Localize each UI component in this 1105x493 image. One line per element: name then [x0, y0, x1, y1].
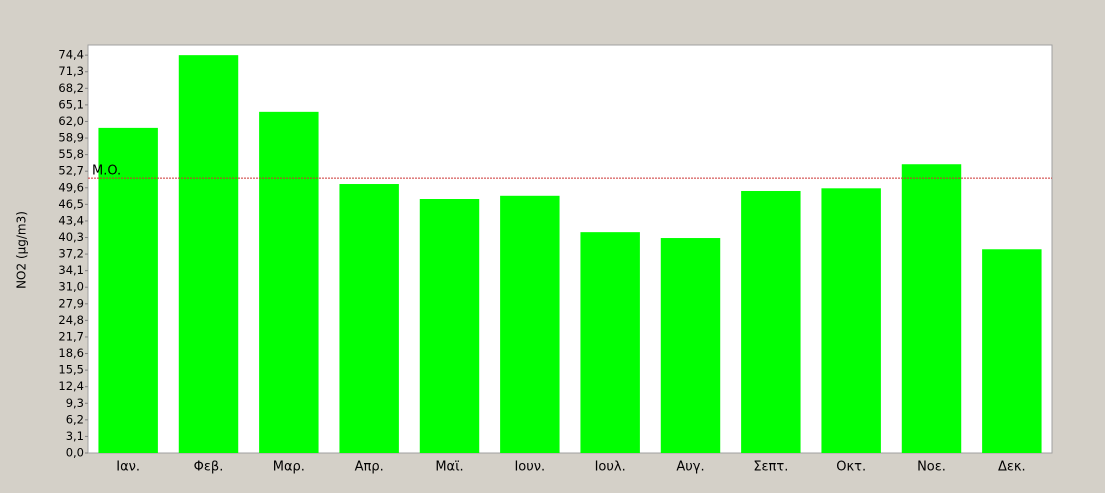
- x-tick-label: Αυγ.: [676, 460, 704, 475]
- x-tick-label: Μαϊ.: [435, 460, 463, 475]
- y-tick-label: 21,7: [58, 329, 84, 343]
- reference-label: M.O.: [92, 164, 121, 179]
- bar: [982, 249, 1042, 453]
- y-tick-label: 49,6: [58, 180, 84, 194]
- y-tick-label: 46,5: [58, 197, 84, 211]
- x-tick-label: Απρ.: [355, 460, 384, 475]
- y-tick-label: 71,3: [58, 64, 84, 78]
- y-tick-label: 0,0: [66, 446, 84, 460]
- x-tick-label: Οκτ.: [836, 460, 866, 475]
- y-tick-label: 62,0: [58, 114, 84, 128]
- bar: [500, 195, 560, 453]
- bar: [98, 127, 158, 453]
- bar: [339, 184, 399, 453]
- y-tick-label: 43,4: [58, 213, 84, 227]
- bar: [259, 111, 319, 453]
- y-tick-label: 68,2: [58, 81, 84, 95]
- bar: [580, 232, 640, 453]
- bar: [821, 188, 881, 454]
- y-tick-label: 40,3: [58, 230, 84, 244]
- y-tick-label: 74,4: [58, 48, 84, 62]
- bar: [178, 55, 239, 453]
- x-tick-label: Νοε.: [917, 460, 946, 475]
- x-tick-label: Φεβ.: [194, 460, 224, 475]
- bar: [901, 164, 962, 453]
- y-tick-label: 27,9: [58, 296, 84, 310]
- y-tick-label: 15,5: [58, 363, 84, 377]
- y-axis-label: NO2 (μg/m3): [15, 211, 29, 289]
- y-tick-label: 18,6: [58, 346, 84, 360]
- y-tick-label: 52,7: [58, 164, 84, 178]
- y-tick-label: 9,3: [66, 396, 84, 410]
- bar: [419, 199, 480, 453]
- x-tick-label: Ιουλ.: [595, 460, 626, 475]
- plot-area: [87, 44, 1053, 454]
- x-tick-label: Ιουν.: [514, 460, 545, 475]
- y-tick-label: 31,0: [58, 280, 84, 294]
- y-tick-label: 58,9: [58, 131, 84, 145]
- y-tick-label: 65,1: [58, 97, 84, 111]
- y-tick-label: 3,1: [66, 429, 84, 443]
- y-tick-label: 37,2: [58, 247, 84, 261]
- y-tick-label: 55,8: [58, 147, 84, 161]
- x-tick-label: Σεπτ.: [753, 460, 788, 475]
- y-tick-label: 34,1: [58, 263, 84, 277]
- x-tick-label: Δεκ.: [998, 460, 1026, 475]
- bar: [741, 190, 801, 454]
- y-tick-label: 24,8: [58, 313, 84, 327]
- x-tick-label: Ιαν.: [116, 460, 140, 475]
- y-tick-label: 6,2: [66, 412, 84, 426]
- x-tick-label: Μαρ.: [273, 460, 305, 475]
- y-tick-label: 12,4: [58, 379, 84, 393]
- bar: [660, 238, 721, 453]
